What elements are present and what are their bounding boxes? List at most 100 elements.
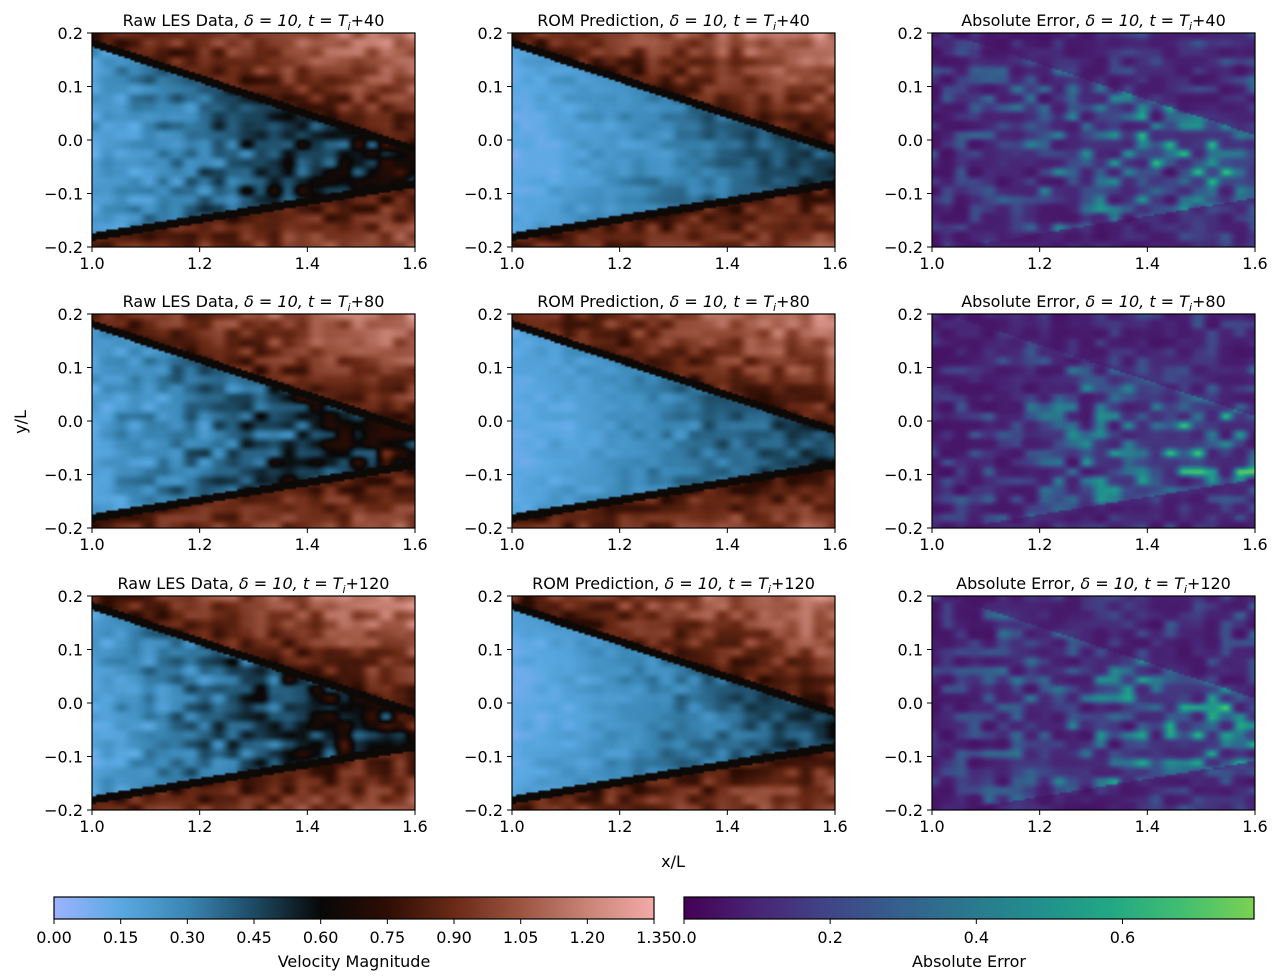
title-sub-i: i (1184, 583, 1187, 596)
heatmap-les (92, 314, 415, 528)
y-tick-label: 0.0 (478, 694, 503, 713)
colorbar-tick-label: 0.4 (964, 928, 989, 947)
y-tick-label: 0.2 (58, 305, 83, 324)
x-tick-label: 1.4 (295, 254, 320, 273)
title-time: +120 (1187, 574, 1231, 593)
x-tick-label: 1.0 (919, 254, 944, 273)
y-tick-label: 0.2 (58, 24, 83, 43)
y-tick-label: 0.0 (58, 412, 83, 431)
title-delta: δ = 10, (664, 574, 728, 593)
x-tick-label: 1.6 (1242, 254, 1267, 273)
y-tick-label: 0.0 (478, 412, 503, 431)
title-t: t = T (308, 292, 349, 311)
x-tick-label: 1.2 (1027, 254, 1052, 273)
title-t: t = T (303, 574, 344, 593)
colorbar-tick-label: 0.60 (303, 928, 339, 947)
y-tick-label: 0.1 (58, 78, 83, 97)
title-delta: δ = 10, (244, 292, 308, 311)
title-prefix: ROM Prediction, (537, 292, 669, 311)
colorbar-tick-label: 0.15 (103, 928, 139, 947)
y-tick-label: 0.1 (898, 359, 923, 378)
colorbar-tick-label: 1.20 (570, 928, 606, 947)
y-tick-label: −0.2 (464, 801, 503, 820)
x-tick-label: 1.4 (295, 817, 320, 836)
x-tick-label: 1.4 (715, 254, 740, 273)
y-tick-label: 0.1 (58, 641, 83, 660)
y-tick-label: 0.1 (898, 641, 923, 660)
velocity-colorbar: 0.00 0.15 0.30 0.45 0.60 0.75 0.90 1.05 1.20 1.35… (36, 896, 672, 971)
title-delta: δ = 10, (239, 574, 303, 593)
panel-err-1: Absolute Error, δ = 10, t = Ti+40 1.0 1.2 1… (884, 11, 1268, 273)
colorbar-tick-label: 0.45 (236, 928, 272, 947)
x-tick-label: 1.0 (919, 535, 944, 554)
y-tick-label: 0.0 (58, 694, 83, 713)
colorbar-tick-label: 0.2 (817, 928, 842, 947)
x-tick-label: 1.0 (499, 817, 524, 836)
colorbar-tick-label: 0.90 (436, 928, 472, 947)
x-tick-label: 1.6 (1242, 817, 1267, 836)
error-colorbar: 0.0 0.2 0.4 0.6 Absolute Error (671, 896, 1255, 971)
title-t: t = T (733, 292, 774, 311)
x-tick-label: 1.6 (402, 817, 427, 836)
title-time: +80 (776, 292, 810, 311)
y-tick-label: 0.2 (478, 305, 503, 324)
x-tick-label: 1.2 (187, 535, 212, 554)
y-tick-label: −0.2 (44, 519, 83, 538)
title-sub-i: i (1189, 20, 1192, 33)
y-tick-label: 0.1 (478, 78, 503, 97)
title-sub-i: i (773, 301, 776, 314)
panel-err-2: Absolute Error, δ = 10, t = Ti+80 1.0 1.2 1… (884, 292, 1268, 554)
y-tick-label: −0.2 (464, 519, 503, 538)
title-prefix: Raw LES Data, (123, 292, 244, 311)
title-time: +40 (776, 11, 810, 30)
x-tick-label: 1.0 (79, 817, 104, 836)
title-time: +80 (351, 292, 385, 311)
title-prefix: Raw LES Data, (123, 11, 244, 30)
title-delta: δ = 10, (1085, 11, 1149, 30)
title-sub-i: i (768, 583, 771, 596)
title-delta: δ = 10, (1085, 292, 1149, 311)
y-tick-label: 0.0 (58, 131, 83, 150)
y-tick-label: 0.0 (898, 131, 923, 150)
x-tick-label: 1.4 (295, 535, 320, 554)
y-tick-label: 0.2 (478, 24, 503, 43)
title-delta: δ = 10, (244, 11, 308, 30)
y-tick-label: 0.1 (58, 359, 83, 378)
x-tick-label: 1.4 (1135, 535, 1160, 554)
y-tick-label: 0.2 (898, 305, 923, 324)
panel-rom-1: ROM Prediction, δ = 10, t = Ti+40 1.0 1.2 1… (464, 11, 848, 273)
colorbar-gradient (53, 896, 655, 920)
title-time: +40 (351, 11, 385, 30)
shared-y-axis-label: y/L (11, 410, 30, 434)
colorbar-label: Absolute Error (912, 952, 1026, 971)
panel-rom-2: ROM Prediction, δ = 10, t = Ti+80 1.0 1.2 1… (464, 292, 848, 554)
x-tick-label: 1.0 (499, 254, 524, 273)
colorbar-tick-label: 0.75 (370, 928, 406, 947)
title-t: t = T (1149, 11, 1190, 30)
title-prefix: Absolute Error, (961, 11, 1085, 30)
panel-grid: Raw LES Data, δ = 10, t = Ti+401.0 1.2 1.4… (44, 11, 1268, 836)
x-tick-label: 1.2 (187, 254, 212, 273)
y-tick-label: −0.1 (884, 185, 923, 204)
x-tick-label: 1.6 (1242, 535, 1267, 554)
panel-title: ROM Prediction, δ = 10, t = Ti+40 (537, 11, 810, 33)
y-tick-label: −0.2 (464, 238, 503, 257)
panel-les-3: Raw LES Data, δ = 10, t = Ti+120 1.0 1.2 1.… (44, 574, 428, 836)
y-tick-label: 0.2 (58, 587, 83, 606)
y-tick-label: −0.2 (44, 801, 83, 820)
panel-title: Absolute Error, δ = 10, t = Ti+120 (956, 574, 1231, 596)
colorbar-tick-label: 0.0 (671, 928, 696, 947)
x-tick-label: 1.0 (919, 817, 944, 836)
x-tick-label: 1.2 (1027, 817, 1052, 836)
panel-err-3: Absolute Error, δ = 10, t = Ti+120 1.0 1.2… (884, 574, 1268, 836)
y-tick-label: −0.1 (464, 748, 503, 767)
y-tick-label: −0.1 (884, 748, 923, 767)
title-time: +120 (346, 574, 390, 593)
y-tick-label: 0.0 (898, 694, 923, 713)
y-tick-label: −0.1 (44, 185, 83, 204)
x-tick-label: 1.0 (499, 535, 524, 554)
y-tick-label: 0.2 (898, 587, 923, 606)
y-tick-label: 0.0 (898, 412, 923, 431)
y-tick-label: −0.1 (884, 466, 923, 485)
